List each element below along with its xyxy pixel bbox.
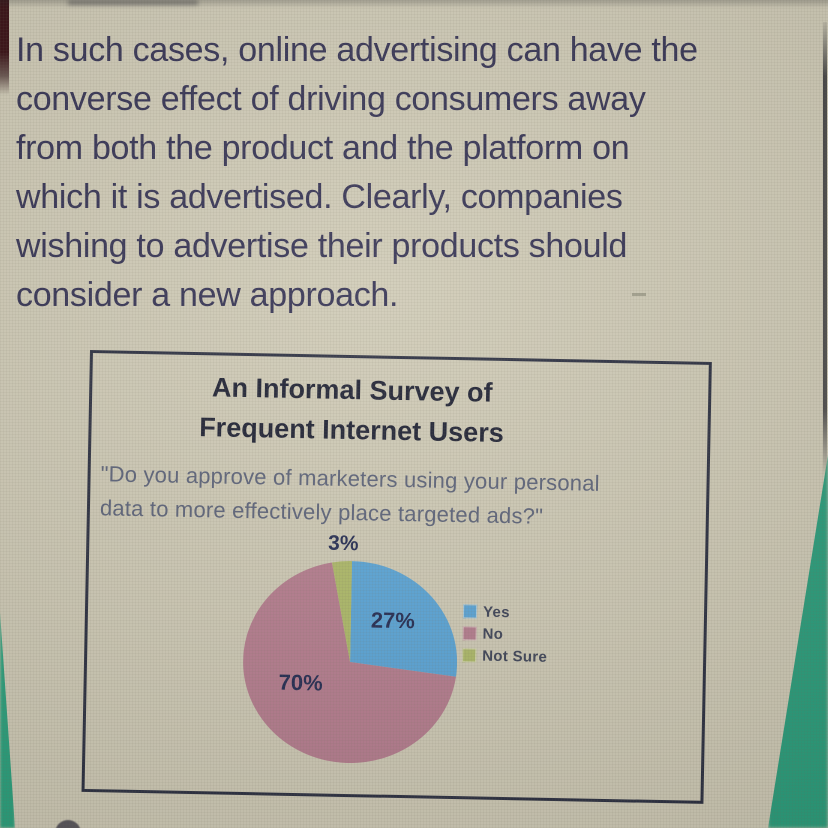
legend-label: No (482, 625, 504, 643)
legend-swatch (462, 604, 478, 619)
legend-item-not-sure: Not Sure (462, 647, 547, 665)
slice-label-no: 70% (278, 669, 323, 696)
pie-slice-yes (350, 561, 458, 677)
legend-swatch (462, 648, 477, 663)
slice-label-not-sure: 3% (327, 531, 359, 556)
passage-line: wishing to advertise their products shou… (16, 227, 628, 265)
legend-item-yes: Yes (462, 603, 548, 621)
passage-line: from both the product and the platform o… (16, 129, 630, 167)
passage-line: consider a new approach. (16, 276, 399, 314)
legend-label: Yes (482, 603, 510, 621)
legend-swatch (462, 626, 477, 641)
passage-line: converse effect of driving consumers awa… (16, 80, 646, 118)
pie-chart (243, 561, 458, 764)
passage: In such cases, online advertising can ha… (16, 26, 698, 320)
slice-label-yes: 27% (370, 607, 416, 634)
passage-line: which it is advertised. Clearly, compani… (16, 178, 623, 216)
legend: Yes No Not Sure (462, 603, 548, 671)
green-background-left (0, 612, 15, 828)
legend-item-no: No (462, 625, 547, 643)
bottom-edge-blob (55, 820, 81, 828)
photo-edge-right-line (823, 22, 827, 477)
survey-question: "Do you approve of marketers using your … (100, 457, 600, 535)
green-background-right (768, 455, 828, 828)
photo-top-shadow (0, 0, 828, 8)
passage-line: In such cases, online advertising can ha… (16, 31, 698, 69)
pie-slice-no (243, 562, 456, 764)
photo-top-smudge (68, 0, 198, 5)
figure-title-line2: Frequent Internet Users (198, 412, 505, 448)
photo-edge-maroon-strip (0, 0, 9, 95)
legend-label: Not Sure (482, 647, 548, 666)
figure-frame: An Informal Survey of Frequent Internet … (81, 350, 712, 804)
smudge-artifact (632, 293, 646, 296)
pie-slice-not-sure (331, 561, 352, 663)
figure-title: An Informal Survey of Frequent Internet … (91, 365, 612, 455)
